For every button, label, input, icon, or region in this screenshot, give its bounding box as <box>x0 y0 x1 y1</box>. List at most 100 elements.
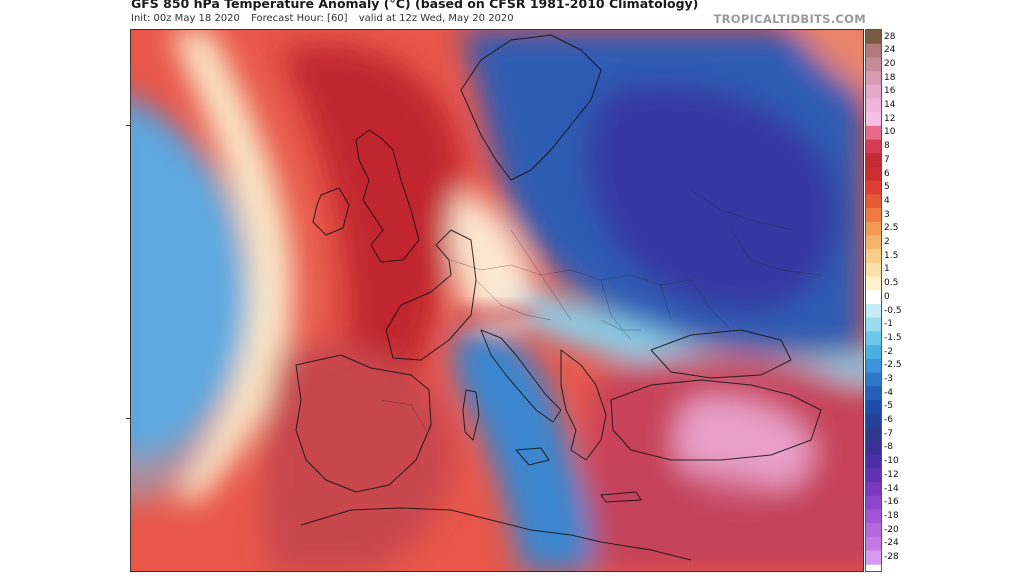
legend-swatch <box>866 468 881 483</box>
legend-swatch <box>866 303 881 319</box>
brand-watermark: TROPICALTIDBITS.COM <box>713 12 866 26</box>
legend-swatch <box>866 221 881 237</box>
central-europe-neutral <box>450 190 541 327</box>
legend-swatch <box>866 208 881 223</box>
legend-label: 2.5 <box>884 223 899 234</box>
legend-label: -18 <box>884 510 899 521</box>
init-time: Init: 00z May 18 2020 <box>131 13 240 24</box>
scandinavia-coastline <box>460 34 602 181</box>
legend-swatch <box>866 386 881 401</box>
legend-label: 14 <box>884 100 896 110</box>
legend-label: -20 <box>884 524 899 535</box>
color-legend <box>865 29 882 572</box>
legend-label: -14 <box>884 483 899 494</box>
legend-label: -1 <box>884 319 893 330</box>
legend-label: 1 <box>884 264 890 275</box>
legend-label: -28 <box>884 552 899 562</box>
left-tick-mark <box>126 418 130 419</box>
left-tick-mark <box>126 125 130 126</box>
map-subtitle: Init: 00z May 18 2020 Forecast Hour: [60… <box>131 13 522 24</box>
legend-label: 20 <box>884 58 896 69</box>
legend-label: 28 <box>884 31 896 42</box>
sardinia-corsica-coastline <box>462 389 480 441</box>
legend-swatch <box>866 125 881 141</box>
legend-label: -24 <box>884 538 899 549</box>
legend-swatch <box>866 550 881 565</box>
iberia-coastline <box>295 354 432 493</box>
map-title: GFS 850 hPa Temperature Anomaly (°C) (ba… <box>131 0 699 11</box>
legend-swatch <box>866 509 881 524</box>
legend-swatch <box>866 139 881 154</box>
legend-swatch <box>866 276 881 291</box>
legend-label: -2 <box>884 346 893 357</box>
legend-label: -3 <box>884 373 893 384</box>
legend-label: 10 <box>884 127 896 138</box>
legend-label: 8 <box>884 141 890 152</box>
legend-label: -2.5 <box>884 360 902 371</box>
legend-swatch <box>866 358 881 374</box>
legend-swatch <box>866 249 881 264</box>
legend-label: 0 <box>884 291 890 302</box>
legend-label: 7 <box>884 154 890 165</box>
legend-label: 18 <box>884 72 896 83</box>
russia-cold-core <box>587 83 839 312</box>
legend-swatch <box>866 194 881 209</box>
legend-swatch <box>866 98 881 113</box>
legend-swatch <box>866 495 881 510</box>
forecast-hour: Forecast Hour: [60] <box>251 13 348 24</box>
italy-coastline <box>480 329 562 423</box>
legend-swatch <box>866 427 881 442</box>
legend-label: -10 <box>884 456 899 467</box>
country-borders <box>380 189 822 431</box>
legend-swatch <box>866 290 881 305</box>
legend-label: 1.5 <box>884 250 899 261</box>
legend-swatch <box>866 481 881 497</box>
legend-swatch <box>866 523 881 538</box>
legend-label: 16 <box>884 86 896 97</box>
iberia-warm-zone <box>264 343 453 571</box>
legend-label: 3 <box>884 209 890 220</box>
balkans-cool-band <box>521 290 863 385</box>
legend-swatch <box>866 153 881 168</box>
legend-label: -4 <box>884 387 893 398</box>
british-isles-coastline <box>355 129 420 263</box>
legend-label: -7 <box>884 428 893 439</box>
turkey-coastline <box>610 379 822 461</box>
legend-swatch <box>866 331 881 346</box>
legend-label: 5 <box>884 182 890 193</box>
legend-label: 12 <box>884 113 896 124</box>
legend-swatch <box>866 166 881 182</box>
legend-label: -1.5 <box>884 332 902 343</box>
legend-label: -0.5 <box>884 305 902 316</box>
legend-swatch <box>866 345 881 360</box>
legend-swatch <box>866 372 881 387</box>
legend-label: 4 <box>884 195 890 206</box>
north-africa-coastline <box>300 507 692 561</box>
balkans-greece-coastline <box>560 349 607 461</box>
crete-coastline <box>600 491 642 503</box>
sicily-coastline <box>515 447 550 466</box>
far-northeast-warm-corner <box>794 30 863 95</box>
legend-label: -12 <box>884 469 899 480</box>
north-africa-warm-zone <box>591 466 863 571</box>
legend-label: -6 <box>884 415 893 425</box>
legend-label: -5 <box>884 401 893 412</box>
legend-label: 6 <box>884 168 890 179</box>
legend-swatch <box>866 30 881 45</box>
anomaly-map <box>130 29 864 572</box>
legend-swatch <box>866 262 881 278</box>
legend-swatch <box>866 84 881 100</box>
legend-swatch <box>866 112 881 127</box>
legend-swatch <box>866 317 881 332</box>
black-sea-coastline <box>650 329 792 379</box>
legend-label: 0.5 <box>884 278 899 289</box>
legend-swatch <box>866 57 881 72</box>
legend-label: 24 <box>884 45 896 56</box>
legend-swatch <box>866 454 881 469</box>
legend-swatch <box>866 43 881 58</box>
legend-label: -16 <box>884 497 899 508</box>
legend-swatch <box>866 413 881 428</box>
legend-label: 2 <box>884 237 890 247</box>
legend-swatch <box>866 536 881 552</box>
legend-swatch <box>866 235 881 250</box>
